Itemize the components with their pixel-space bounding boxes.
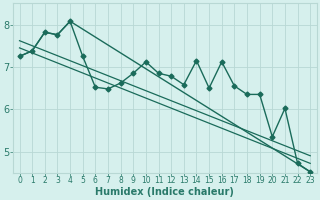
X-axis label: Humidex (Indice chaleur): Humidex (Indice chaleur) <box>95 187 234 197</box>
